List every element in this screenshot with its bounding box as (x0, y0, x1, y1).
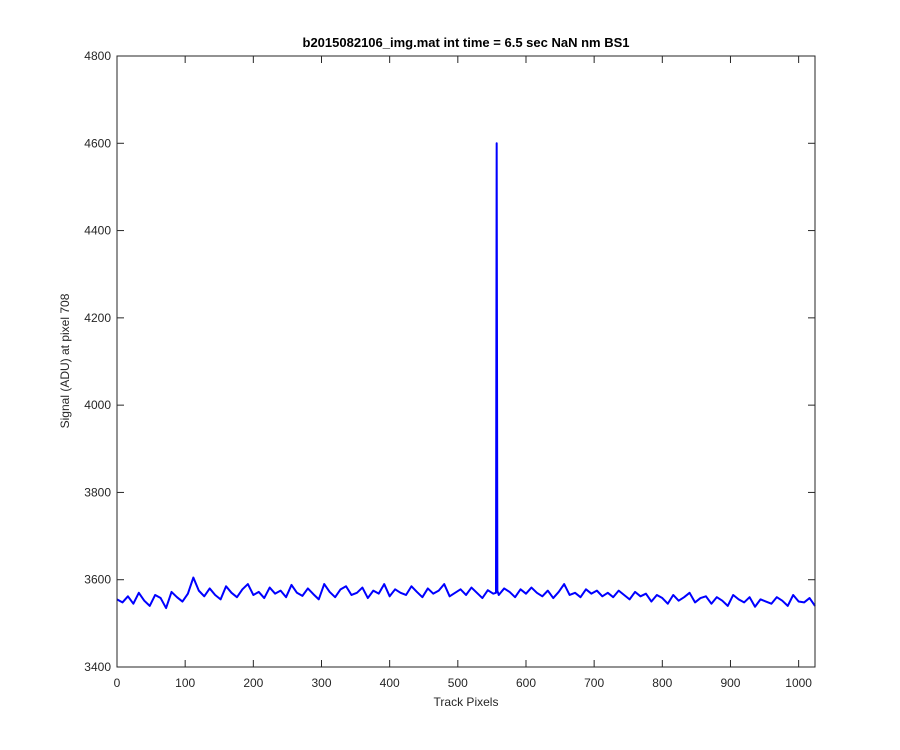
x-tick-label: 1000 (785, 676, 812, 690)
x-tick-label: 700 (584, 676, 604, 690)
y-tick-label: 3800 (84, 485, 111, 499)
y-axis-label: Signal (ADU) at pixel 708 (58, 293, 72, 428)
y-tick-label: 4600 (84, 136, 111, 150)
y-tick-label: 4800 (84, 49, 111, 63)
x-axis-label: Track Pixels (434, 695, 499, 709)
x-tick-label: 400 (380, 676, 400, 690)
axes-box (116, 55, 816, 668)
x-tick-label: 500 (448, 676, 468, 690)
y-tick-label: 4400 (84, 224, 111, 238)
x-tick-label: 900 (720, 676, 740, 690)
x-tick-label: 200 (243, 676, 263, 690)
y-tick-label: 4200 (84, 311, 111, 325)
chart-title: b2015082106_img.mat int time = 6.5 sec N… (303, 35, 630, 50)
y-tick-label: 3400 (84, 660, 111, 674)
y-tick-label: 4000 (84, 398, 111, 412)
y-tick-label: 3600 (84, 573, 111, 587)
x-tick-label: 100 (175, 676, 195, 690)
plot-area (117, 56, 815, 667)
x-tick-label: 600 (516, 676, 536, 690)
x-tick-label: 0 (114, 676, 121, 690)
data-line (116, 142, 816, 610)
x-tick-label: 800 (652, 676, 672, 690)
x-tick-label: 300 (311, 676, 331, 690)
